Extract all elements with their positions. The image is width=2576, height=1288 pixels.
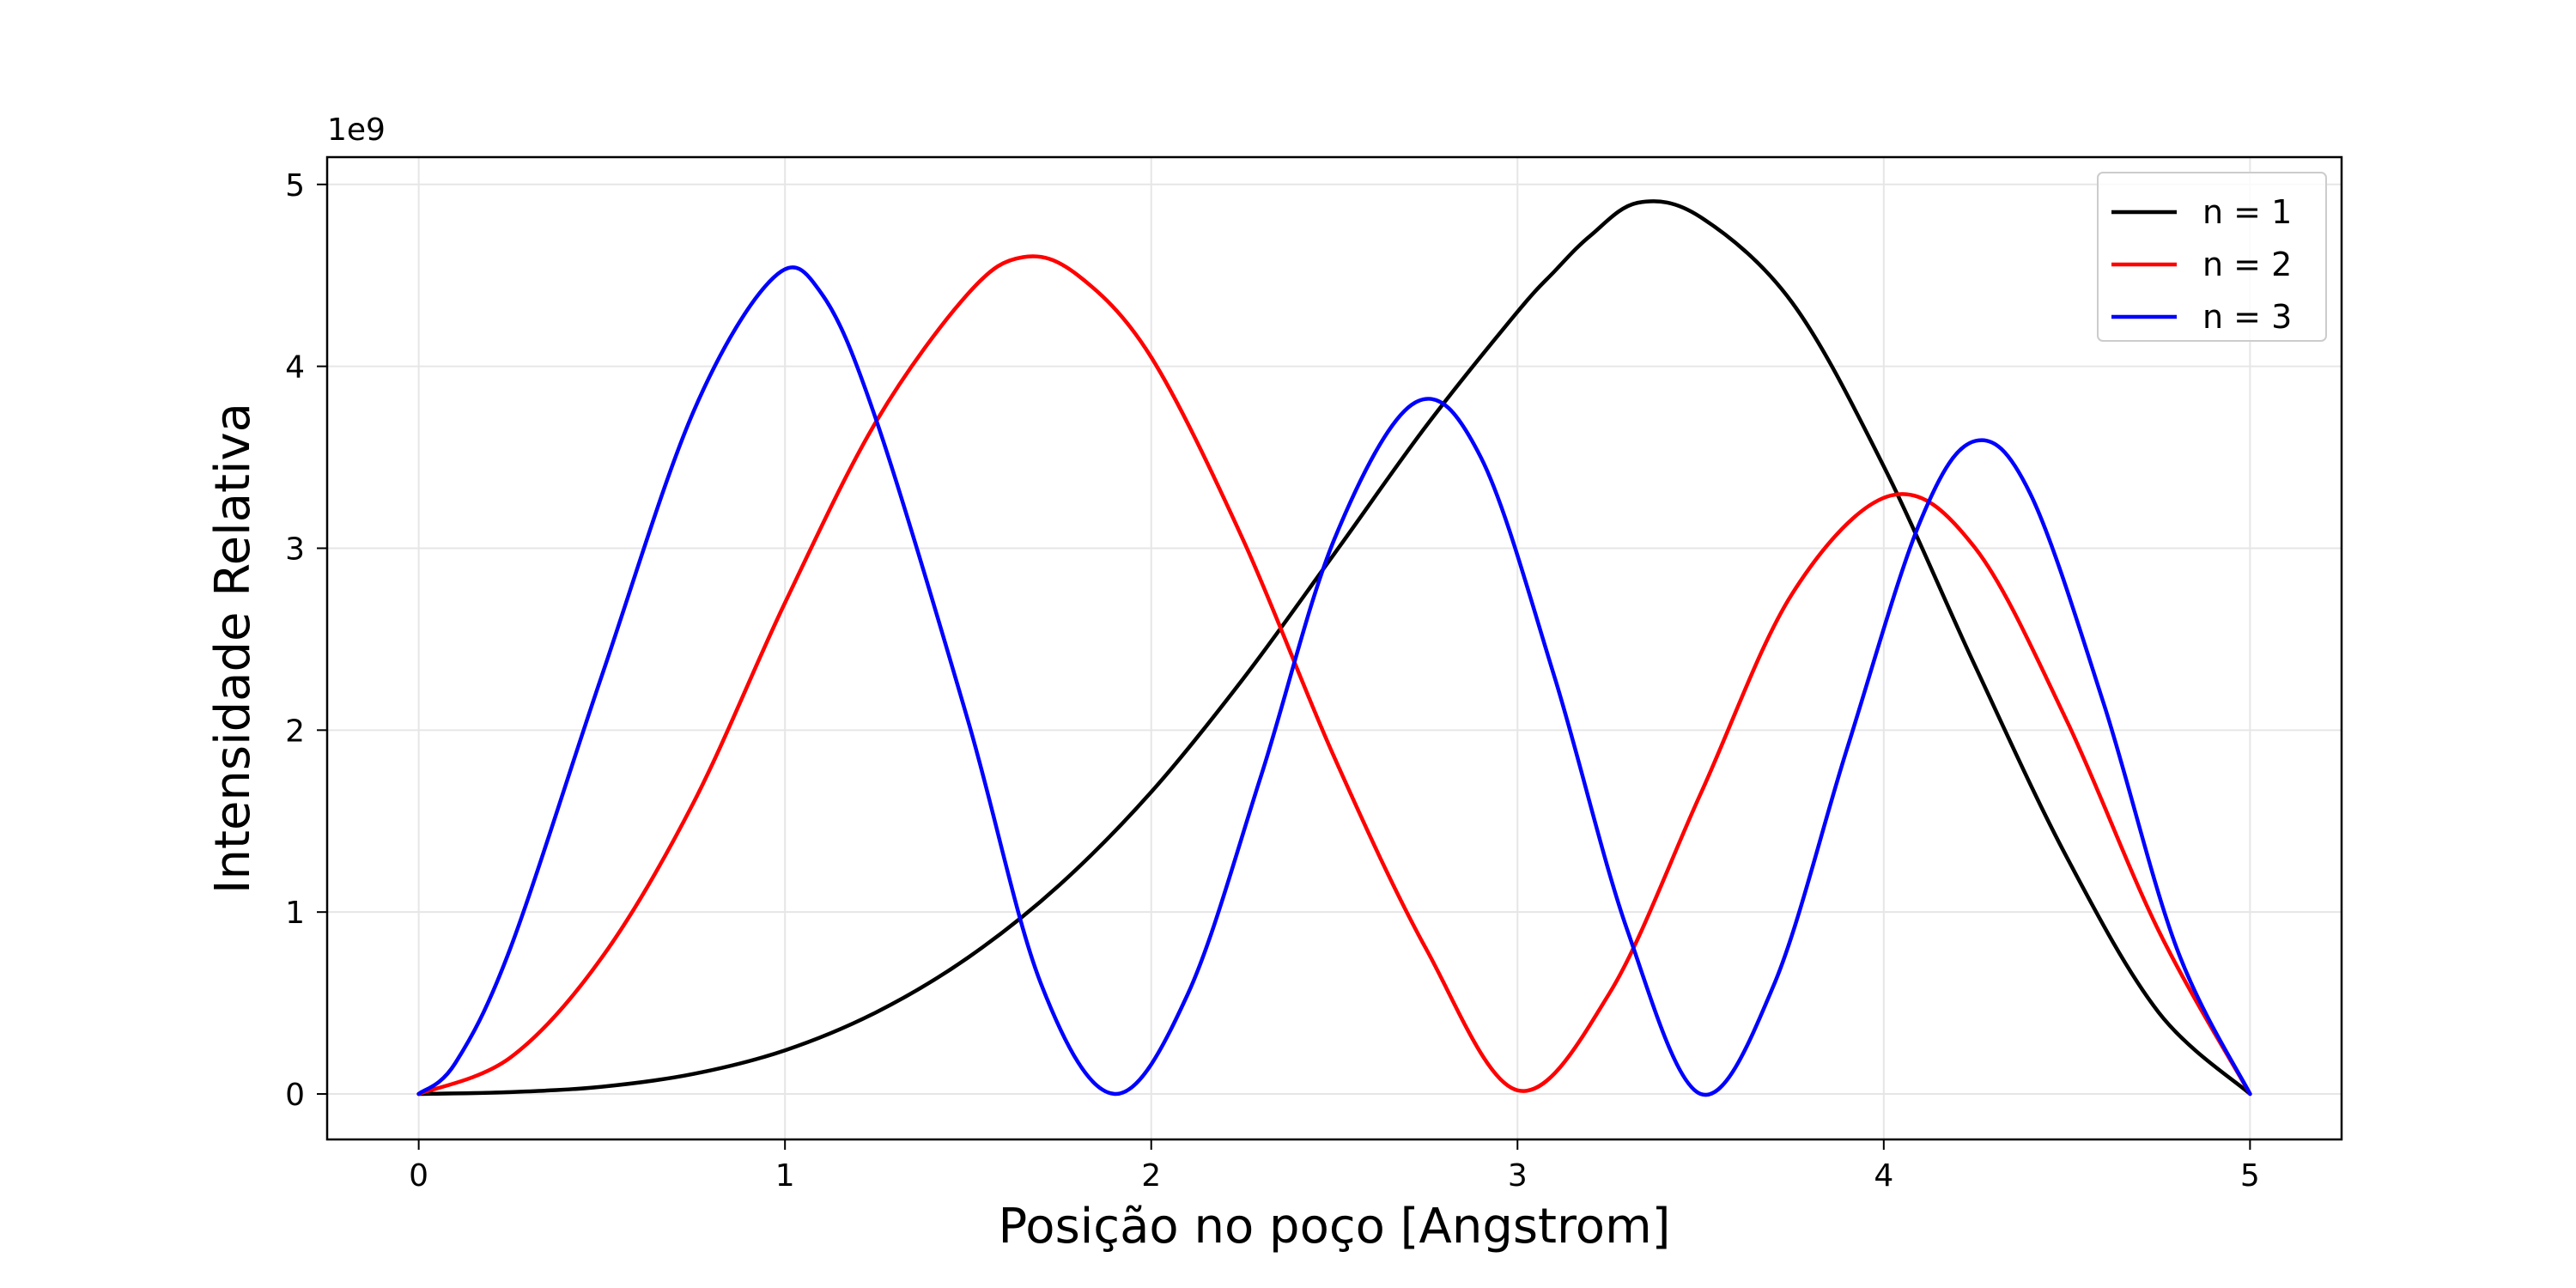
grid xyxy=(327,157,2342,1139)
series-line-n-1 xyxy=(416,199,2252,1097)
y-tick-label: 2 xyxy=(285,714,305,749)
y-tick-label: 0 xyxy=(285,1078,305,1113)
series-line-n-3 xyxy=(416,265,2252,1097)
legend-label: n = 3 xyxy=(2202,298,2292,336)
y-tick-label: 4 xyxy=(285,350,305,386)
y-offset-label: 1e9 xyxy=(327,112,386,148)
series-line-n-2 xyxy=(416,254,2252,1097)
y-tick-label: 1 xyxy=(285,896,305,931)
y-axis-title: Intensidade Relativa xyxy=(205,403,261,894)
x-tick-label: 5 xyxy=(2240,1158,2260,1194)
legend-label: n = 1 xyxy=(2202,193,2292,231)
x-axis-ticks: 0 1 2 3 4 5 xyxy=(409,1139,2260,1194)
plot-frame xyxy=(325,155,2343,1141)
x-tick-label: 0 xyxy=(409,1158,428,1194)
y-tick-label: 3 xyxy=(285,532,305,567)
x-axis-title: Posição no poço [Angstrom] xyxy=(999,1199,1671,1255)
x-tick-label: 2 xyxy=(1141,1158,1161,1194)
y-tick-label: 5 xyxy=(285,168,305,204)
legend: n = 1 n = 2 n = 3 xyxy=(2097,172,2327,342)
y-axis-ticks: 0 1 2 3 4 5 xyxy=(285,168,327,1113)
series-lines xyxy=(416,199,2252,1097)
x-tick-label: 3 xyxy=(1508,1158,1528,1194)
legend-box xyxy=(2097,172,2327,342)
x-tick-label: 4 xyxy=(1874,1158,1893,1194)
x-tick-label: 1 xyxy=(775,1158,795,1194)
legend-label: n = 2 xyxy=(2202,246,2292,283)
